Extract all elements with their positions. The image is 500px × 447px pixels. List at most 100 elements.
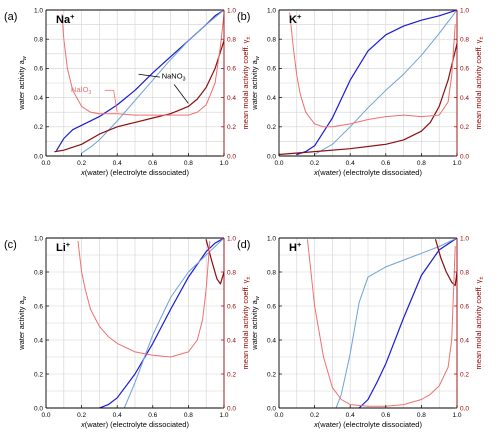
grid [279, 10, 457, 156]
y-tick-label-left: 0.0 [34, 153, 43, 160]
grid [46, 238, 224, 408]
y-tick-label-right: 0.6 [460, 66, 469, 73]
series-line-light_blue-1 [123, 238, 224, 408]
y-tick-label-left: 0.2 [267, 371, 276, 378]
panel-1: 0.0 0.2 0.4 0.6 0.8 1.00.0 0.00.2 0.20.4 0.40.6 0… [4, 7, 252, 177]
y-tick-label-right: 1.0 [227, 7, 236, 14]
ion-label: Na+ [56, 12, 75, 26]
series-line-light_blue-1 [335, 238, 457, 408]
x-tick-label: 0.0 [274, 160, 283, 167]
y-tick-label-left: 0.8 [34, 269, 43, 276]
y-axis-label-left: water activity aw [17, 55, 28, 111]
x-axis-label: x(water) (electrolyte dissociated) [80, 168, 189, 177]
y-tick-label-left: 0.4 [34, 337, 43, 344]
x-axis-label: x(water) (electrolyte dissociated) [313, 420, 422, 429]
ion-label: K+ [289, 12, 302, 26]
y-tick-label-right: 0.6 [227, 303, 236, 310]
y-tick-label-left: 0.0 [267, 153, 276, 160]
y-tick-label-right: 0.4 [460, 95, 469, 102]
y-axis-label-left: water activity aw [250, 295, 261, 351]
y-tick-label-right: 0.8 [227, 269, 236, 276]
x-axis-label: x(water) (electrolyte dissociated) [313, 168, 422, 177]
annotation-leader [138, 73, 160, 78]
y-tick-label-left: 0.4 [267, 95, 276, 102]
x-tick-label: 1.0 [452, 160, 461, 167]
y-tick-label-left: 0.0 [34, 405, 43, 412]
y-tick-label-right: 0.4 [227, 337, 236, 344]
y-tick-label-left: 0.6 [267, 66, 276, 73]
ion-label: Li+ [56, 240, 71, 254]
y-tick-label-right: 0.8 [460, 37, 469, 44]
x-axis-label: x(water) (electrolyte dissociated) [80, 420, 189, 429]
y-tick-label-left: 0.2 [34, 371, 43, 378]
y-tick-label-right: 0.2 [460, 371, 469, 378]
annotation-leader [113, 90, 118, 113]
panel-label: (d) [237, 239, 250, 251]
x-tick-label: 0.0 [274, 412, 283, 419]
y-tick-label-left: 0.8 [34, 37, 43, 44]
y-axis-label-right: mean molal activity coeff. γ± [474, 37, 485, 130]
y-tick-label-right: 0.0 [460, 405, 469, 412]
x-tick-label: 0.6 [148, 412, 157, 419]
y-tick-label-right: 0.6 [460, 303, 469, 310]
x-tick-label: 0.8 [417, 412, 426, 419]
y-axis-label-left: water activity aw [250, 55, 261, 111]
y-tick-label-left: 1.0 [267, 7, 276, 14]
grid [279, 238, 457, 408]
y-tick-label-right: 0.0 [227, 405, 236, 412]
series-line-light_red-3 [289, 12, 456, 128]
x-tick-label: 0.4 [113, 160, 122, 167]
y-tick-label-left: 0.6 [34, 303, 43, 310]
ion-label: H+ [289, 240, 302, 254]
y-tick-label-left: 0.0 [267, 405, 276, 412]
series-line-dark_red-2 [435, 239, 457, 287]
y-tick-label-left: 0.2 [267, 124, 276, 131]
series-line-light_blue-1 [314, 10, 457, 155]
y-tick-label-left: 0.4 [267, 337, 276, 344]
panel-label: (b) [237, 11, 250, 23]
series-line-dark_blue-0 [358, 238, 457, 408]
series-line-light_blue-1 [81, 10, 224, 154]
y-tick-label-left: 1.0 [267, 235, 276, 242]
x-tick-label: 1.0 [219, 160, 228, 167]
y-tick-label-right: 0.2 [460, 124, 469, 131]
series-line-light_red-3 [61, 13, 224, 116]
x-tick-label: 0.6 [381, 412, 390, 419]
y-tick-label-right: 0.0 [460, 153, 469, 160]
x-tick-label: 1.0 [219, 412, 228, 419]
x-tick-label: 0.2 [310, 412, 319, 419]
panel-3: 0.0 0.2 0.4 0.6 0.8 1.00.0 0.00.2 0.20.4 0.40.6 0… [4, 235, 252, 429]
y-axis-label-right: mean molal activity coeff. γ± [474, 277, 485, 370]
x-tick-label: 0.0 [41, 160, 50, 167]
series-line-dark_red-2 [205, 239, 224, 285]
x-tick-label: 0.0 [41, 412, 50, 419]
x-tick-label: 0.4 [113, 412, 122, 419]
y-tick-label-right: 0.0 [227, 153, 236, 160]
x-tick-label: 0.8 [417, 160, 426, 167]
x-tick-label: 0.2 [77, 412, 86, 419]
y-axis-label-right: mean molal activity coeff. γ± [241, 37, 252, 130]
y-tick-label-left: 0.8 [267, 37, 276, 44]
annotation-naio3: NaIO3 [71, 85, 92, 96]
y-axis-label-left: water activity aw [17, 295, 28, 351]
annotation-nano3: NaNO3 [162, 72, 186, 83]
y-tick-label-right: 1.0 [460, 7, 469, 14]
x-tick-label: 0.8 [184, 160, 193, 167]
y-tick-label-left: 1.0 [34, 7, 43, 14]
y-tick-label-left: 0.6 [267, 303, 276, 310]
y-tick-label-left: 0.4 [34, 95, 43, 102]
annotation-leader [173, 84, 189, 104]
panel-2: 0.0 0.2 0.4 0.6 0.8 1.00.0 0.00.2 0.20.4 0.40.6 0… [237, 7, 485, 177]
y-tick-label-right: 1.0 [460, 235, 469, 242]
x-tick-label: 1.0 [452, 412, 461, 419]
y-tick-label-left: 1.0 [34, 235, 43, 242]
grid [46, 10, 224, 156]
series-line-dark_blue-0 [98, 238, 224, 408]
panel-label: (c) [4, 239, 17, 251]
x-tick-label: 0.2 [77, 160, 86, 167]
y-tick-label-right: 0.8 [460, 269, 469, 276]
panel-label: (a) [4, 11, 17, 23]
series-line-dark_red-2 [279, 42, 457, 156]
y-tick-label-right: 0.2 [227, 124, 236, 131]
